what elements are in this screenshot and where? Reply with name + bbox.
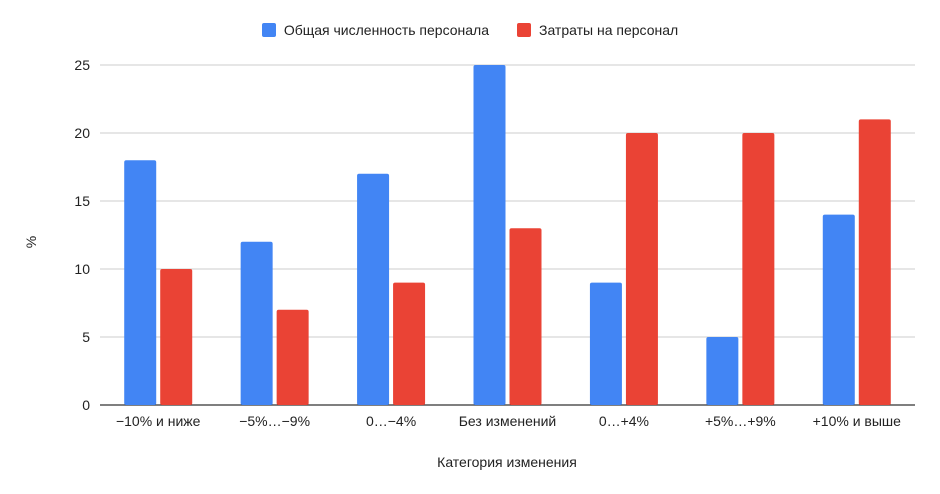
x-tick-label: −5%…−9% bbox=[239, 413, 310, 429]
y-tick-label: 5 bbox=[82, 329, 90, 345]
legend-swatch-costs bbox=[517, 23, 531, 37]
bars bbox=[124, 65, 891, 406]
bar-headcount[interactable] bbox=[706, 337, 739, 405]
x-axis-title: Категория изменения bbox=[437, 454, 577, 470]
legend-label-costs: Затраты на персонал bbox=[539, 22, 679, 38]
y-tick-label: 20 bbox=[74, 125, 90, 141]
bar-headcount[interactable] bbox=[357, 173, 390, 405]
y-axis-title: % bbox=[23, 236, 39, 248]
x-tick-label: 0…+4% bbox=[599, 413, 649, 429]
x-tick-label: +5%…+9% bbox=[705, 413, 776, 429]
legend-item-costs[interactable]: Затраты на персонал bbox=[517, 22, 678, 38]
y-tick-label: 10 bbox=[74, 261, 90, 277]
bar-costs[interactable] bbox=[393, 282, 426, 405]
x-axis-ticks: −10% и ниже −5%…−9% 0…−4% Без изменений 0…+4… bbox=[116, 413, 901, 429]
x-tick-label: +10% и выше bbox=[813, 413, 902, 429]
x-tick-label: 0…−4% bbox=[366, 413, 416, 429]
bar-costs[interactable] bbox=[509, 228, 542, 405]
y-tick-label: 25 bbox=[74, 57, 90, 73]
x-tick-label: −10% и ниже bbox=[116, 413, 201, 429]
bar-headcount[interactable] bbox=[240, 241, 273, 405]
legend-item-headcount[interactable]: Общая численность персонала bbox=[261, 22, 489, 38]
bar-costs[interactable] bbox=[742, 133, 775, 405]
bar-costs[interactable] bbox=[625, 133, 658, 405]
bar-costs[interactable] bbox=[160, 269, 193, 405]
bar-headcount[interactable] bbox=[473, 65, 506, 405]
bar-headcount[interactable] bbox=[124, 160, 157, 405]
bar-costs[interactable] bbox=[276, 309, 309, 405]
bar-costs[interactable] bbox=[858, 119, 891, 406]
x-tick-label: Без изменений bbox=[459, 413, 557, 429]
legend-swatch-headcount bbox=[261, 23, 276, 37]
bar-headcount[interactable] bbox=[822, 214, 855, 405]
chart-legend: Общая численность персонала Затраты на п… bbox=[0, 22, 940, 38]
y-tick-label: 0 bbox=[82, 397, 90, 413]
gridlines bbox=[100, 64, 915, 406]
y-axis-ticks: 0 5 10 15 20 25 bbox=[74, 57, 90, 413]
legend-label-headcount: Общая численность персонала bbox=[283, 22, 489, 38]
bar-headcount[interactable] bbox=[589, 282, 622, 405]
y-tick-label: 15 bbox=[74, 193, 90, 209]
